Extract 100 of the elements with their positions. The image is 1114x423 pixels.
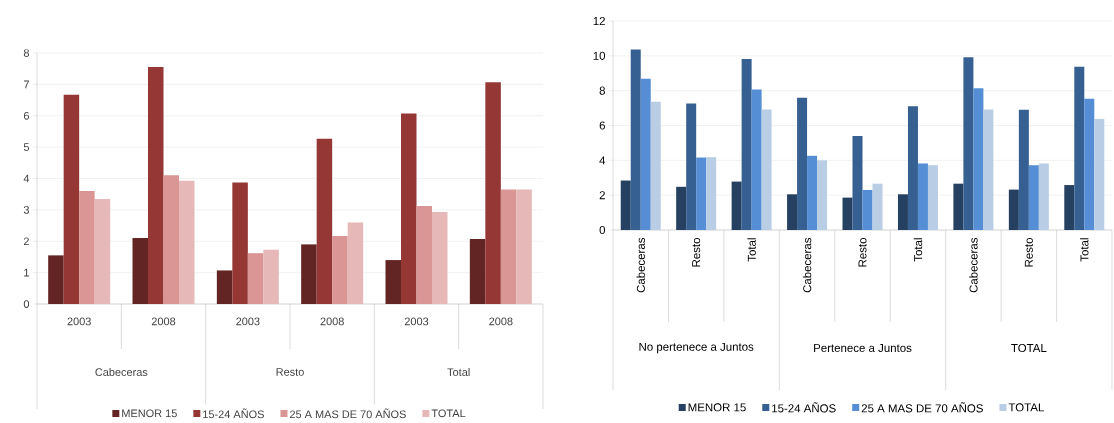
x-tick-label: 2003 (404, 317, 429, 326)
bar (650, 101, 661, 230)
bar (485, 82, 501, 304)
legend-label: 15-24 AÑOS (772, 402, 836, 413)
x-tick-label: Resto (858, 238, 867, 267)
bar (1008, 189, 1019, 230)
bar (263, 249, 279, 304)
y-tick-label: 6 (599, 121, 605, 130)
x-tick-label: 2008 (489, 317, 513, 326)
bar (983, 109, 994, 230)
bar (347, 222, 364, 304)
bar (953, 183, 964, 230)
bar (817, 160, 828, 230)
bar (751, 89, 762, 230)
legend-label: MENOR 15 (122, 409, 177, 418)
y-tick-label: 8 (599, 86, 605, 95)
y-tick-label: 3 (23, 206, 29, 214)
y-tick-label: 1 (24, 268, 29, 277)
bar (516, 189, 532, 304)
text: Pertenece a Juntos (814, 344, 912, 352)
bar (416, 206, 433, 304)
bar (148, 67, 164, 304)
legend-label: 25 A MAS DE 70 AÑOS (289, 408, 406, 419)
y-tick-label: 10 (593, 51, 606, 60)
bar (1018, 109, 1029, 230)
bar (696, 157, 707, 230)
bar (247, 253, 264, 304)
bar (1084, 98, 1095, 230)
bar (79, 191, 95, 304)
bar (797, 97, 808, 230)
bar (179, 180, 195, 304)
x-tick-label: Total (747, 238, 756, 262)
bar (1064, 185, 1075, 230)
legend-label: 15-24 AÑOS (203, 408, 264, 419)
y-tick-label: 12 (593, 17, 605, 25)
bar (48, 255, 64, 304)
bar (401, 113, 417, 304)
bar (852, 135, 863, 230)
bar (163, 175, 180, 304)
x-tick-label: Total (1080, 238, 1089, 262)
bar (232, 182, 248, 304)
bar (1074, 66, 1085, 230)
legend-label: 25 A MAS DE 70 AÑOS (861, 402, 983, 413)
bar (1038, 163, 1049, 230)
bar (301, 244, 317, 304)
bar (500, 189, 517, 304)
x-tick-label: 2008 (320, 317, 344, 326)
x-tick-label: 2003 (236, 317, 260, 326)
bar (432, 212, 448, 304)
bar (216, 270, 233, 304)
bar (842, 197, 853, 230)
bar (741, 58, 752, 230)
bar (872, 183, 883, 230)
bar (761, 109, 772, 230)
x-tick-label: Cabeceras (969, 237, 978, 293)
bar (332, 235, 348, 304)
bar (640, 78, 651, 230)
bar (807, 155, 818, 230)
x-tick-label: Cabeceras (636, 237, 645, 293)
bar (630, 49, 641, 230)
bar (1094, 118, 1105, 230)
bar (686, 103, 697, 230)
bar (676, 186, 687, 230)
legend-label: MENOR 15 (688, 403, 746, 412)
y-tick-label: 4 (23, 174, 30, 183)
y-tick-label: 2 (23, 237, 29, 246)
bar (94, 198, 111, 304)
y-tick-label: 2 (599, 191, 605, 200)
x-tick-label: 2003 (67, 317, 91, 326)
y-tick-label: 5 (23, 143, 30, 151)
text: No pertenece a Juntos (639, 342, 754, 354)
x-tick-label: Resto (692, 238, 701, 267)
legend-label: TOTAL (431, 409, 466, 418)
bar (917, 163, 928, 230)
y-tick-label: 0 (599, 225, 606, 235)
bar (897, 194, 908, 230)
legend-label: TOTAL (1008, 403, 1044, 412)
bar (620, 180, 631, 230)
bar (963, 57, 974, 230)
bar (862, 189, 873, 230)
bar (731, 181, 742, 230)
x-tick-label: Resto (1024, 238, 1033, 267)
bar (973, 88, 984, 230)
text: Resto (276, 368, 304, 376)
y-tick-label: 0 (23, 300, 30, 308)
y-tick-label: 4 (599, 156, 606, 165)
text: Cabeceras (95, 367, 148, 377)
bar (132, 238, 149, 304)
bar (787, 194, 798, 230)
bar (907, 106, 918, 230)
bar (316, 138, 333, 304)
bar (706, 157, 717, 230)
bar (927, 165, 938, 230)
x-tick-label: Cabeceras (802, 237, 812, 293)
x-tick-label: 2008 (151, 317, 176, 326)
y-tick-label: 8 (23, 49, 29, 57)
bar (63, 94, 80, 304)
bar (469, 239, 486, 304)
bar (385, 260, 402, 304)
bar (1028, 165, 1039, 230)
